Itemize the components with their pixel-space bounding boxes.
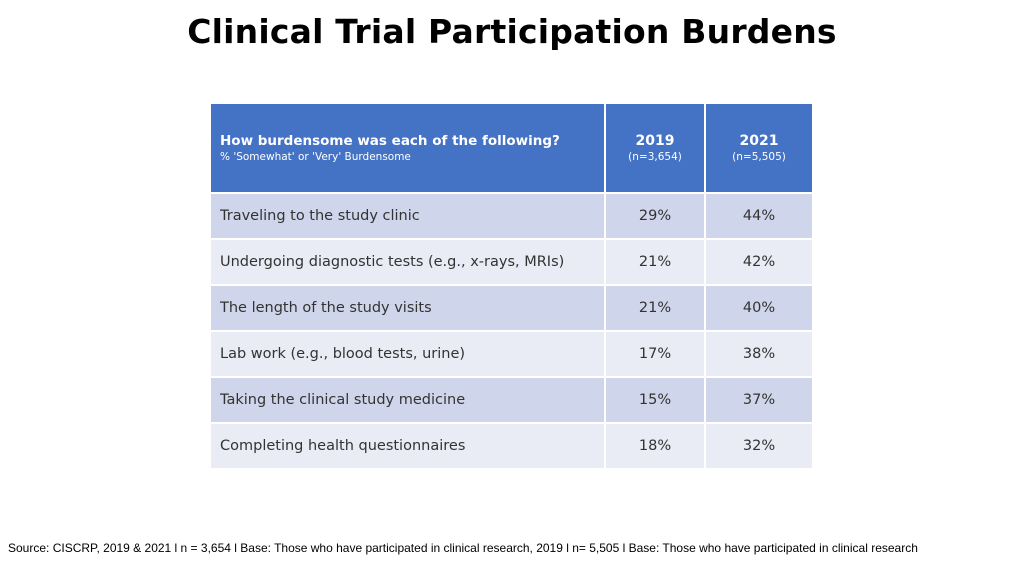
row-value-2019: 15% bbox=[605, 376, 706, 423]
header-2021-n: (n=5,505) bbox=[732, 150, 786, 163]
row-value-2021: 44% bbox=[705, 192, 812, 239]
row-value-2019: 21% bbox=[605, 284, 706, 331]
row-value-2021: 42% bbox=[705, 238, 812, 285]
source-note: Source: CISCRP, 2019 & 2021 l n = 3,654 … bbox=[8, 541, 918, 555]
table-row: Lab work (e.g., blood tests, urine) 17% … bbox=[211, 330, 812, 377]
header-2021-cell: 2021 (n=5,505) bbox=[705, 104, 812, 193]
burden-table: How burdensome was each of the following… bbox=[211, 104, 812, 468]
row-label: Completing health questionnaires bbox=[211, 422, 606, 468]
row-label: The length of the study visits bbox=[211, 284, 606, 331]
table-row: Undergoing diagnostic tests (e.g., x-ray… bbox=[211, 238, 812, 285]
row-value-2021: 32% bbox=[705, 422, 812, 468]
header-2019-cell: 2019 (n=3,654) bbox=[605, 104, 706, 193]
row-label: Lab work (e.g., blood tests, urine) bbox=[211, 330, 606, 377]
table-row: Completing health questionnaires 18% 32% bbox=[211, 422, 812, 468]
row-value-2019: 18% bbox=[605, 422, 706, 468]
row-label: Undergoing diagnostic tests (e.g., x-ray… bbox=[211, 238, 606, 285]
row-value-2021: 38% bbox=[705, 330, 812, 377]
row-value-2019: 21% bbox=[605, 238, 706, 285]
row-value-2019: 29% bbox=[605, 192, 706, 239]
table-header-row: How burdensome was each of the following… bbox=[211, 104, 812, 193]
row-value-2021: 40% bbox=[705, 284, 812, 331]
row-value-2019: 17% bbox=[605, 330, 706, 377]
row-label: Taking the clinical study medicine bbox=[211, 376, 606, 423]
table-row: Taking the clinical study medicine 15% 3… bbox=[211, 376, 812, 423]
header-2021-year: 2021 bbox=[739, 132, 779, 149]
page-title: Clinical Trial Participation Burdens bbox=[187, 12, 837, 51]
row-value-2021: 37% bbox=[705, 376, 812, 423]
row-label: Traveling to the study clinic bbox=[211, 192, 606, 239]
table-row: The length of the study visits 21% 40% bbox=[211, 284, 812, 331]
table-row: Traveling to the study clinic 29% 44% bbox=[211, 192, 812, 239]
header-question-cell: How burdensome was each of the following… bbox=[211, 104, 606, 193]
header-2019-n: (n=3,654) bbox=[628, 150, 682, 163]
header-2019-year: 2019 bbox=[635, 132, 675, 149]
header-question: How burdensome was each of the following… bbox=[220, 132, 560, 149]
header-subtitle: % 'Somewhat' or 'Very' Burdensome bbox=[220, 150, 411, 163]
